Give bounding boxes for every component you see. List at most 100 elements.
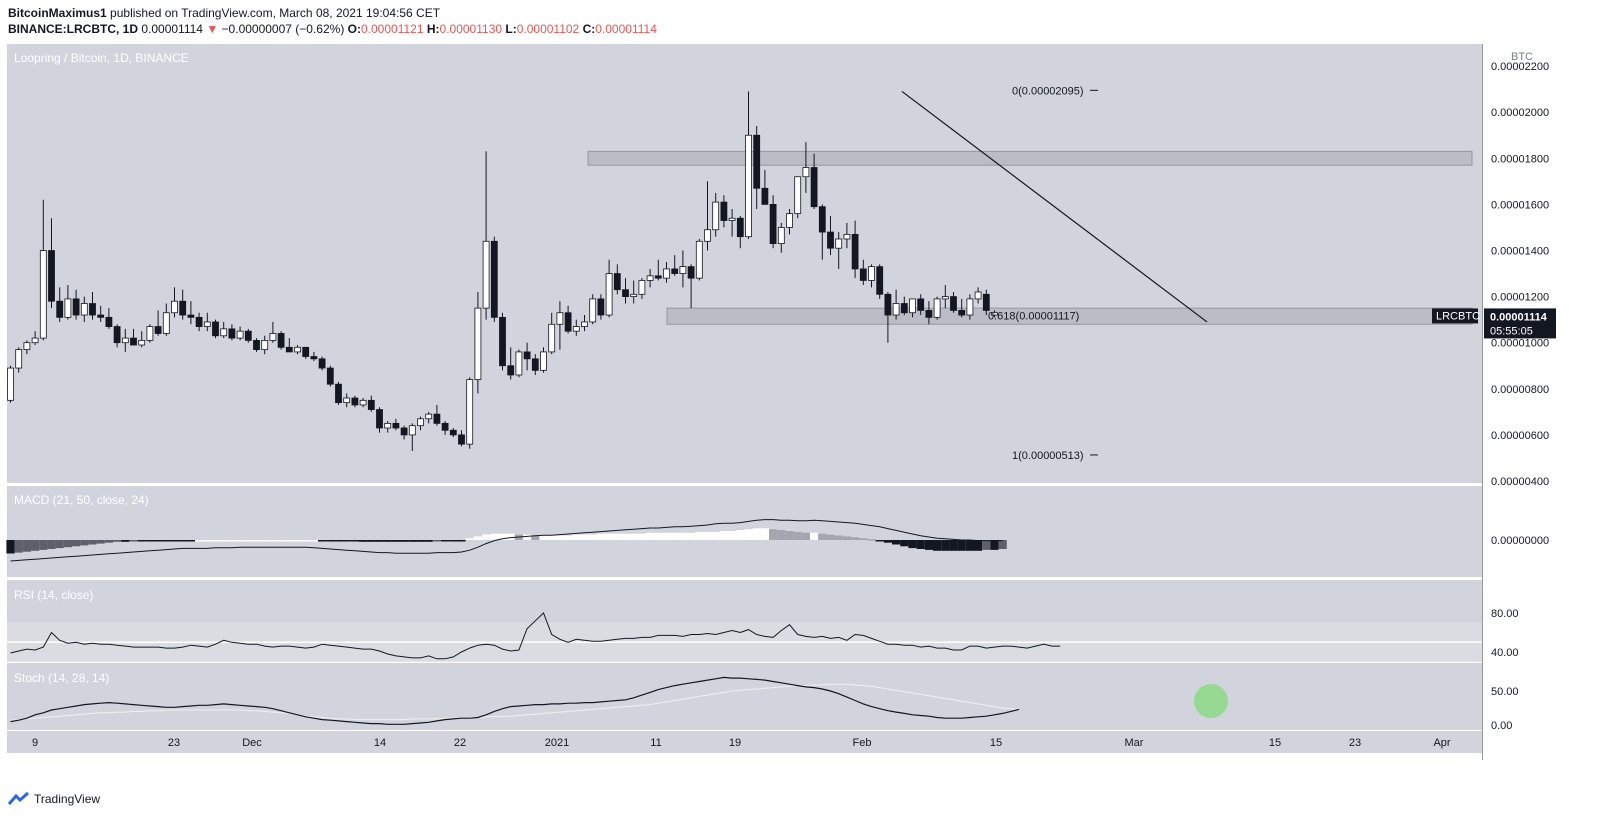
- symbol-tag: [1432, 308, 1478, 324]
- macd-histogram-bar: [785, 531, 794, 540]
- macd-histogram-bar: [375, 540, 384, 542]
- macd-histogram-bar: [662, 532, 671, 540]
- macd-histogram-bar: [334, 540, 343, 542]
- fib-level-label: 0.618(0.00001117): [988, 311, 1079, 323]
- candle-down: [433, 413, 441, 424]
- price-tick-label: 0.00000600: [1491, 430, 1549, 442]
- macd-histogram-bar: [875, 540, 884, 542]
- time-tick-label: 15: [990, 737, 1002, 749]
- macd-histogram-bar: [555, 535, 564, 540]
- candle-down: [187, 314, 195, 318]
- candle-up: [794, 176, 802, 215]
- last-price: 0.00001114: [141, 22, 203, 36]
- candle-up: [23, 342, 31, 351]
- candle-down: [351, 397, 359, 406]
- macd-histogram-bar: [104, 540, 113, 543]
- rsi-line: [10, 612, 1061, 660]
- macd-histogram-bar: [957, 540, 966, 551]
- symbol-tag-label: LRCBTC: [1436, 310, 1480, 322]
- macd-histogram-bar: [326, 540, 335, 542]
- candle-up: [466, 379, 474, 445]
- time-tick-label: 23: [1349, 737, 1361, 749]
- candle-up: [556, 312, 564, 325]
- candle-up: [646, 275, 654, 281]
- macd-histogram-bar: [703, 531, 712, 540]
- macd-histogram-bar: [227, 540, 236, 542]
- macd-histogram-bar: [63, 540, 72, 548]
- candle-up: [663, 268, 670, 279]
- macd-histogram-bar: [6, 540, 15, 554]
- candle-up: [146, 326, 154, 341]
- candle-down: [130, 337, 137, 346]
- candle-down: [499, 316, 506, 367]
- time-tick-label: 2021: [545, 737, 569, 749]
- candle-down: [900, 303, 908, 314]
- candle-up: [548, 323, 556, 353]
- candle-up: [745, 134, 752, 238]
- macd-histogram-bar: [826, 534, 835, 540]
- candle-down: [876, 266, 884, 295]
- price-tick-label: 0.00002200: [1491, 61, 1549, 73]
- candle-up: [171, 300, 178, 314]
- candle-down: [810, 167, 818, 208]
- brand-name[interactable]: TradingView: [34, 792, 101, 806]
- candle-down: [48, 250, 55, 302]
- macd-histogram-bar: [72, 540, 81, 547]
- macd-histogram-bar: [793, 531, 802, 540]
- macd-histogram-bar: [998, 540, 1007, 549]
- candle-up: [704, 229, 711, 242]
- down-arrow-icon: ▼: [206, 22, 219, 36]
- macd-histogram-bar: [990, 540, 999, 550]
- macd-histogram-bar: [39, 540, 48, 550]
- macd-histogram-bar: [883, 540, 892, 543]
- open-label: O:: [347, 22, 361, 36]
- macd-histogram-bar: [80, 540, 89, 546]
- last-price-value: 0.00001114: [1490, 311, 1548, 323]
- stoch-tick-label: 0.00: [1491, 720, 1512, 732]
- candle-down: [400, 427, 408, 436]
- macd-histogram-bar: [916, 540, 925, 549]
- macd-histogram-bar: [137, 540, 146, 542]
- panel-bg-3: [7, 663, 1482, 730]
- macd-histogram-bar: [145, 540, 154, 542]
- macd-histogram-bar: [236, 540, 245, 542]
- fib-level-label: 0(0.00002095): [1012, 85, 1084, 97]
- macd-histogram-bar: [424, 540, 433, 542]
- macd-histogram-bar: [736, 530, 745, 540]
- price-chart[interactable]: 0(0.00002095) 0.618(0.00001117) 1(0.000005…: [0, 41, 1623, 788]
- stoch-tick-label: 50.00: [1491, 686, 1519, 698]
- macd-histogram-bar: [646, 532, 655, 540]
- macd-histogram-bar: [490, 533, 499, 540]
- candle-up: [15, 349, 23, 369]
- candle-down: [285, 346, 293, 353]
- macd-histogram-bar: [719, 531, 728, 540]
- candle-up: [581, 321, 588, 327]
- low-label: L:: [505, 22, 517, 36]
- price-tick-label: 0.00002000: [1491, 107, 1549, 119]
- macd-histogram-bar: [564, 535, 573, 540]
- stoch-k-line: [10, 676, 1020, 725]
- candle-down: [392, 422, 400, 429]
- macd-histogram-bar: [867, 539, 876, 541]
- candle-down: [851, 233, 859, 270]
- candle-up: [540, 351, 547, 371]
- candle-down: [597, 298, 605, 316]
- candle-up: [384, 422, 392, 429]
- time-tick-label: 23: [168, 737, 180, 749]
- macd-histogram-bar: [55, 540, 64, 549]
- macd-tick-label: 0.00000000: [1491, 535, 1549, 547]
- author-name[interactable]: BitcoinMaximus1: [8, 6, 107, 20]
- macd-histogram-bar: [211, 540, 220, 542]
- candle-down: [761, 187, 769, 205]
- macd-histogram-bar: [654, 532, 663, 540]
- candle-down: [925, 310, 933, 318]
- macd-histogram-bar: [277, 540, 286, 542]
- publish-header: BitcoinMaximus1 published on TradingView…: [8, 6, 440, 20]
- candle-down: [244, 330, 252, 341]
- candle-down: [622, 289, 629, 297]
- candle-up: [203, 321, 211, 327]
- time-tick-label: 15: [1269, 737, 1281, 749]
- stoch-d-line: [10, 683, 1020, 721]
- macd-histogram-bar: [933, 540, 942, 551]
- time-axis-bg: [7, 731, 1482, 753]
